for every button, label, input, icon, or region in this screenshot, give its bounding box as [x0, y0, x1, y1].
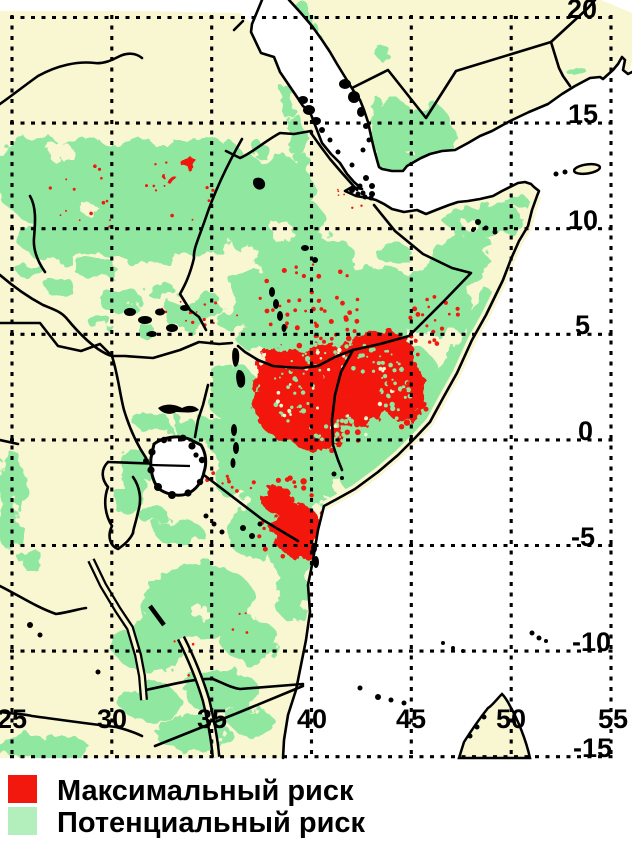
svg-text:0: 0: [578, 416, 593, 446]
svg-text:Потенциальный риск: Потенциальный риск: [57, 807, 366, 839]
svg-text:25: 25: [0, 704, 27, 734]
svg-text:-5: -5: [571, 522, 595, 552]
svg-text:55: 55: [598, 704, 628, 734]
svg-text:20: 20: [567, 0, 597, 24]
svg-text:45: 45: [396, 704, 426, 734]
svg-text:40: 40: [297, 704, 327, 734]
svg-text:10: 10: [568, 205, 598, 235]
svg-text:30: 30: [97, 704, 127, 734]
svg-text:5: 5: [575, 310, 590, 340]
svg-text:35: 35: [197, 704, 227, 734]
svg-text:50: 50: [496, 704, 526, 734]
svg-text:Максимальный риск: Максимальный риск: [57, 775, 354, 807]
svg-text:-15: -15: [573, 733, 612, 763]
svg-text:15: 15: [568, 99, 598, 129]
svg-text:-10: -10: [572, 627, 611, 657]
